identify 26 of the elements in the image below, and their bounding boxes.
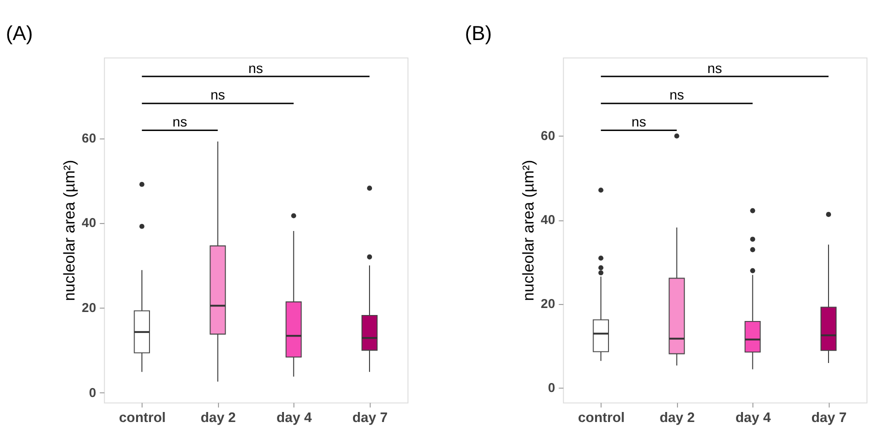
y-tick-label: 0 <box>88 384 96 400</box>
y-tick-label: 40 <box>82 215 96 230</box>
y-tick-label: 20 <box>540 296 556 311</box>
x-tick-label: day 7 <box>352 410 388 426</box>
annotation: ns <box>210 88 226 103</box>
x-tick-label: day 4 <box>735 410 772 426</box>
y-tick-label: 60 <box>82 130 96 146</box>
x-tick-label: control <box>118 410 166 426</box>
annotation: ns <box>632 114 646 130</box>
y-tick-label: 20 <box>82 300 96 315</box>
y-tick-label: 0 <box>548 380 556 395</box>
chart-title: (B) <box>464 23 492 46</box>
x-tick-label: day 2 <box>200 410 236 426</box>
x-tick-label: day 2 <box>660 410 696 426</box>
annotation: ns <box>669 88 684 103</box>
annotation: ns <box>248 60 264 76</box>
x-tick-label: control <box>578 410 625 426</box>
y-tick-label: 60 <box>540 128 556 144</box>
annotation: ns <box>172 114 188 130</box>
y-axis-title: nucleolar area (µm²) <box>520 160 538 301</box>
x-tick-label: day 7 <box>811 410 847 426</box>
x-tick-label: day 4 <box>276 410 312 426</box>
chart-title: (A) <box>6 23 33 46</box>
y-tick-label: 40 <box>540 212 556 228</box>
y-axis-title: nucleolar area (µm²) <box>61 160 78 301</box>
annotation: ns <box>707 60 722 76</box>
